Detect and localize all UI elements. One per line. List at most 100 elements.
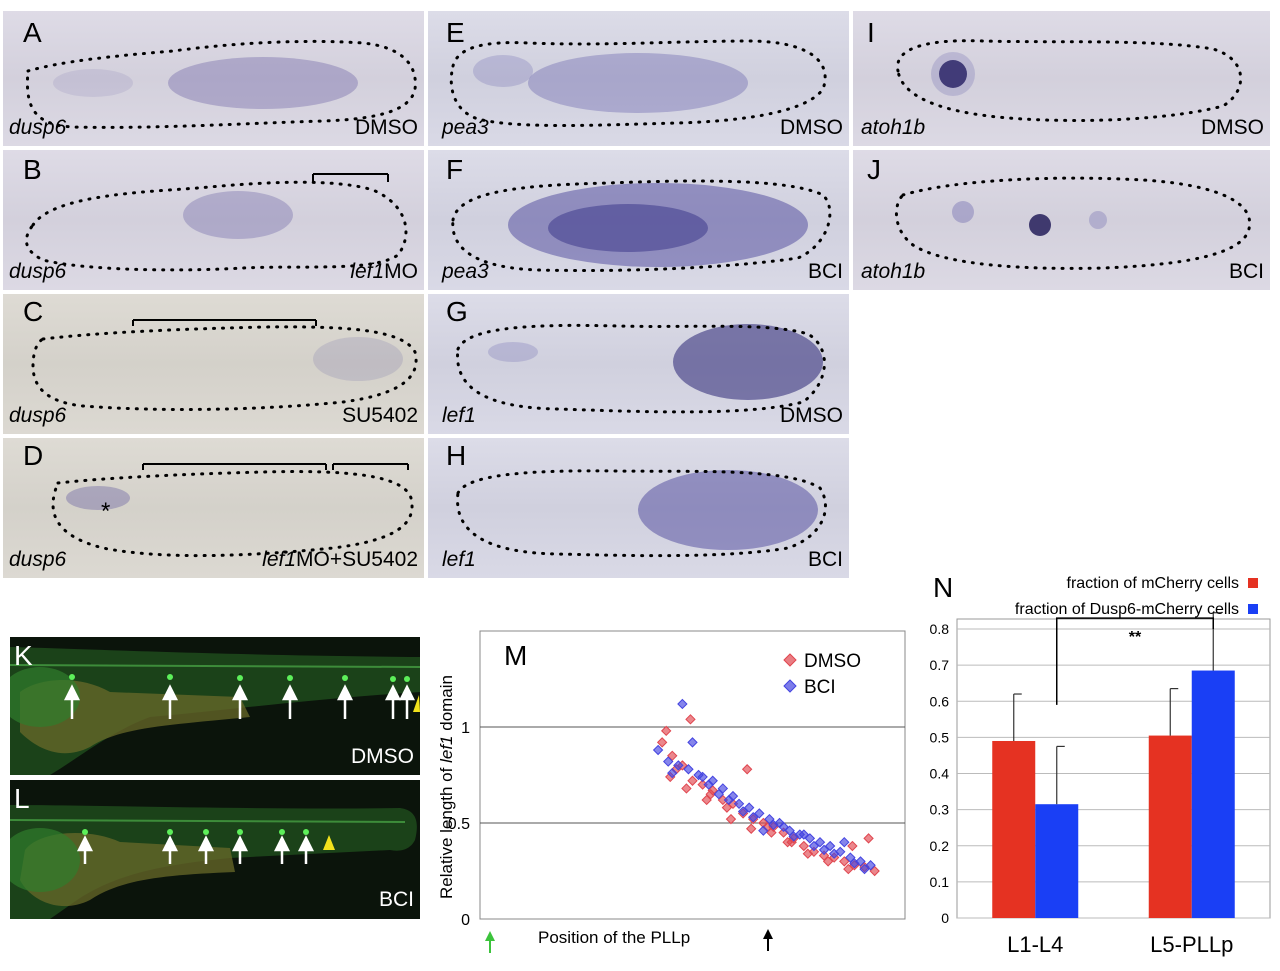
data-point bbox=[863, 833, 874, 844]
data-point bbox=[733, 798, 745, 810]
data-point bbox=[727, 790, 739, 802]
condition-rest: MO+SU5402 bbox=[296, 548, 418, 571]
condition-label: SU5402 bbox=[342, 404, 418, 427]
y-axis-label: Relative length of lef1 domain bbox=[437, 675, 456, 899]
neuromast-dots bbox=[69, 674, 410, 682]
legend-swatch bbox=[1248, 578, 1258, 588]
data-point bbox=[656, 737, 668, 748]
panel-a: A dusp6 DMSO bbox=[3, 11, 424, 146]
panel-label: C bbox=[23, 296, 44, 327]
panel-l: L BCI bbox=[10, 780, 420, 919]
x-axis-label: Position of the PLLp bbox=[538, 928, 690, 947]
data-point bbox=[743, 802, 755, 813]
y-tick-label: 0.8 bbox=[930, 621, 950, 637]
data-point bbox=[673, 760, 684, 771]
legend-label: BCI bbox=[804, 677, 836, 698]
data-point bbox=[804, 833, 816, 844]
gene-label: atoh1b bbox=[861, 116, 926, 139]
data-point bbox=[784, 825, 795, 836]
panel-label: H bbox=[446, 440, 467, 471]
data-point bbox=[847, 840, 858, 852]
legend-label: DMSO bbox=[804, 651, 861, 672]
y-tick-label: 0.5 bbox=[930, 729, 950, 745]
outline-f bbox=[451, 179, 832, 272]
x-tick-label: L1-L4 bbox=[1007, 932, 1063, 957]
data-point bbox=[725, 813, 737, 825]
panel-d-image bbox=[51, 463, 414, 558]
data-point bbox=[745, 823, 757, 834]
data-point bbox=[697, 771, 708, 783]
data-point bbox=[667, 767, 678, 779]
panel-g: G lef1 DMSO bbox=[428, 294, 849, 434]
panel-label: I bbox=[867, 17, 875, 48]
data-point bbox=[786, 836, 797, 848]
data-point bbox=[824, 840, 836, 852]
data-point bbox=[818, 850, 830, 861]
panel-label: J bbox=[867, 154, 881, 185]
legend-label: fraction of Dusp6-mCherry cells bbox=[1015, 601, 1239, 618]
gene-label: atoh1b bbox=[861, 260, 926, 283]
panel-j: J atoh1b BCI bbox=[853, 150, 1270, 290]
green-arrow-icon bbox=[485, 931, 495, 953]
data-point bbox=[839, 856, 850, 867]
data-point bbox=[677, 698, 688, 710]
data-point bbox=[748, 812, 759, 823]
y-tick-label: 1 bbox=[461, 720, 470, 737]
data-point bbox=[818, 844, 830, 856]
chart-n: N 0 0.1 0.2 0.3 0.4 0.5 0.6 0.7 0.8 L1-L4 L5-PLLp **… bbox=[915, 565, 1277, 965]
data-point bbox=[843, 863, 854, 875]
condition-italic: lef1 bbox=[350, 260, 385, 283]
data-point bbox=[859, 863, 870, 875]
series-bci bbox=[652, 698, 876, 875]
y-tick-label: 0 bbox=[941, 910, 949, 926]
outline-a bbox=[25, 39, 417, 129]
significance-bracket bbox=[1056, 617, 1214, 705]
data-point bbox=[687, 737, 698, 748]
data-point bbox=[705, 788, 716, 800]
panel-a-image bbox=[25, 39, 417, 129]
outline-g bbox=[456, 323, 826, 414]
data-point bbox=[835, 846, 846, 858]
y-tick-label: 0.1 bbox=[930, 874, 950, 890]
data-point bbox=[667, 750, 678, 762]
condition-rest: MO bbox=[384, 260, 418, 283]
panel-f: F pea3 BCI bbox=[428, 150, 849, 290]
data-point bbox=[687, 775, 698, 786]
green-arrow-head bbox=[485, 931, 495, 941]
data-point bbox=[869, 865, 880, 877]
y-tick-label: 0.2 bbox=[930, 838, 950, 854]
panel-f-image bbox=[451, 179, 832, 272]
chart-label: M bbox=[504, 640, 527, 671]
yellow-arrowhead bbox=[413, 695, 420, 712]
data-point bbox=[828, 848, 840, 859]
gene-label: dusp6 bbox=[9, 404, 67, 427]
panel-label: B bbox=[23, 154, 42, 185]
condition-italic: lef1 bbox=[262, 548, 297, 571]
data-point bbox=[717, 783, 729, 794]
data-point bbox=[798, 829, 810, 840]
legend-swatch bbox=[1248, 604, 1258, 614]
outline-d bbox=[51, 470, 414, 558]
data-point bbox=[798, 840, 810, 852]
data-point bbox=[766, 827, 777, 838]
data-point bbox=[713, 788, 725, 800]
bar bbox=[1191, 670, 1235, 918]
gene-label: pea3 bbox=[442, 116, 489, 139]
condition-label: DMSO bbox=[780, 116, 843, 139]
data-point bbox=[845, 852, 856, 863]
legend-marker bbox=[783, 653, 797, 667]
condition-label: DMSO bbox=[355, 116, 418, 139]
panel-i: I atoh1b DMSO bbox=[853, 11, 1270, 146]
chart-n-svg: N 0 0.1 0.2 0.3 0.4 0.5 0.6 0.7 0.8 L1-L4 L5-PLLp **… bbox=[930, 572, 1271, 957]
bar bbox=[1035, 804, 1079, 918]
data-point bbox=[788, 831, 799, 842]
panel-c: C dusp6 SU5402 bbox=[3, 294, 424, 434]
condition-label: BCI bbox=[378, 888, 414, 911]
panel-h-image bbox=[456, 469, 827, 558]
panel-label: A bbox=[23, 17, 42, 48]
panel-i-image bbox=[896, 39, 1242, 122]
legend-marker bbox=[783, 679, 797, 693]
panel-label: K bbox=[14, 640, 33, 671]
data-point bbox=[663, 756, 674, 767]
data-point bbox=[855, 856, 866, 867]
